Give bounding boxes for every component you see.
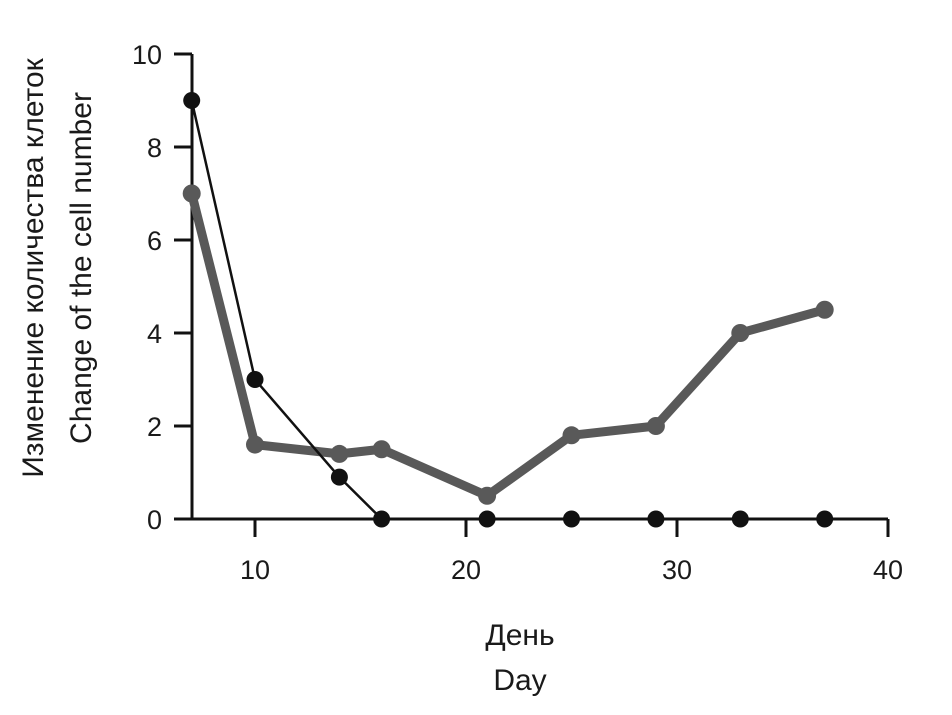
data-point (731, 324, 750, 342)
data-point (562, 426, 581, 445)
y-tick-label: 8 (147, 133, 162, 163)
x-tick-label: 30 (662, 555, 692, 585)
series-layer (182, 92, 834, 528)
data-point (183, 92, 201, 109)
data-point (478, 510, 496, 528)
data-point (563, 510, 580, 528)
data-point (815, 300, 834, 319)
data-point (478, 486, 497, 505)
data-point (646, 417, 665, 435)
x-axis-title-english: Day (493, 664, 546, 697)
data-point (816, 510, 834, 528)
data-point (731, 510, 749, 528)
y-tick-label: 4 (147, 319, 162, 349)
series-line (187, 189, 830, 501)
series-thin (183, 92, 834, 528)
series-thick (182, 184, 834, 505)
x-tick-label: 40 (873, 555, 903, 585)
data-point (373, 510, 391, 528)
series-line (190, 99, 826, 521)
x-axis-title-russian: День (485, 619, 554, 652)
data-point (330, 444, 349, 463)
y-tick-label: 6 (147, 226, 162, 256)
x-tick-label: 20 (451, 555, 481, 585)
y-axis-title-russian: Изменение количества клеток (17, 57, 50, 477)
x-tick-label: 10 (240, 555, 270, 585)
y-tick-label: 10 (132, 40, 162, 70)
data-point (647, 510, 665, 528)
data-point (182, 184, 201, 203)
y-axis-ticks: 0 2 4 6 8 10 (132, 40, 192, 535)
data-point (246, 435, 264, 454)
y-tick-label: 0 (147, 505, 162, 535)
y-axis-title-english: Change of the cell number (65, 92, 98, 444)
y-tick-label: 2 (147, 412, 162, 442)
data-point (330, 468, 348, 486)
data-point (372, 440, 391, 459)
data-point (246, 371, 264, 388)
x-axis-ticks: 10 20 30 40 (240, 519, 903, 585)
